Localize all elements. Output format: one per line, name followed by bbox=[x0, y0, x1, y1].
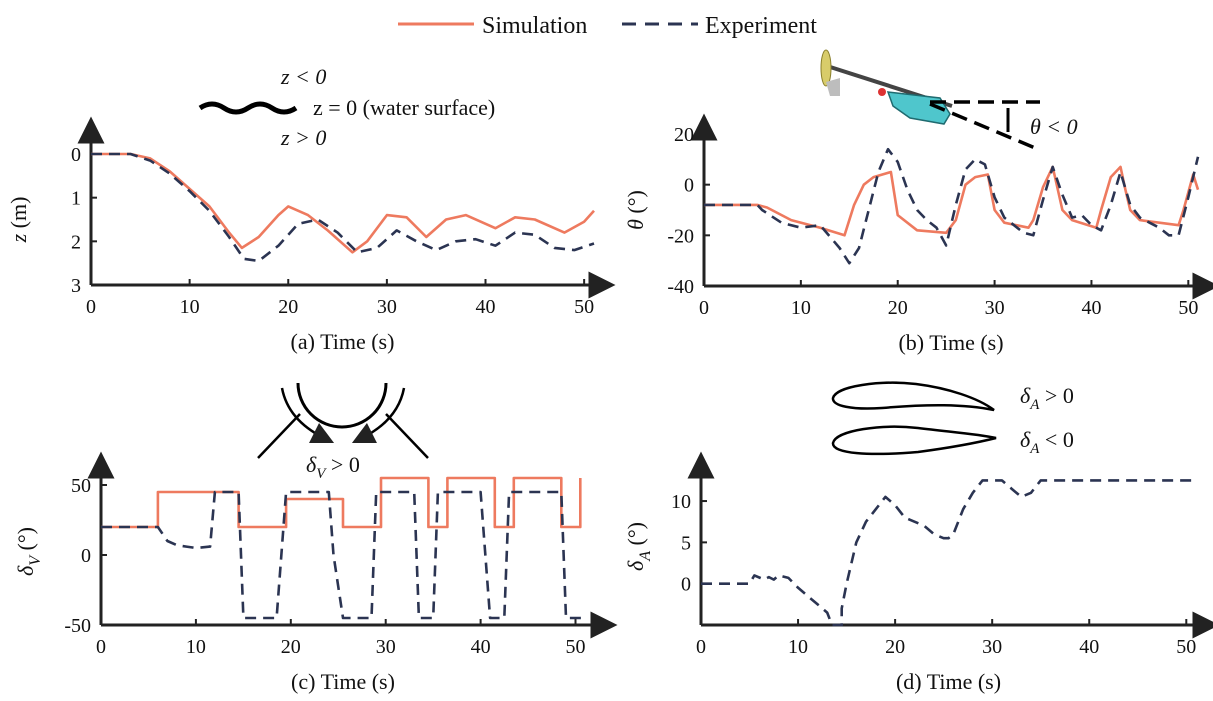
y-tick-label: -50 bbox=[64, 615, 91, 637]
x-tick-label: 50 bbox=[566, 636, 586, 658]
x-tick-label: 50 bbox=[1176, 636, 1196, 658]
delta-a-negative-label: δA < 0 bbox=[1020, 427, 1074, 457]
airfoil-negative-icon bbox=[831, 425, 997, 456]
x-axis-title: (c) Time (s) bbox=[291, 669, 395, 694]
vehicle-icon bbox=[820, 49, 953, 125]
x-tick-label: 0 bbox=[86, 296, 96, 318]
x-tick-label: 40 bbox=[471, 636, 491, 658]
x-tick-label: 30 bbox=[985, 297, 1005, 319]
x-tick-label: 20 bbox=[888, 297, 908, 319]
water-surface-wave-icon bbox=[198, 101, 298, 115]
x-axis-title: (a) Time (s) bbox=[291, 329, 395, 354]
y-axis-title: z (m) bbox=[6, 197, 31, 244]
y-tick-label: 10 bbox=[671, 491, 691, 513]
y-tick-label: 20 bbox=[674, 124, 694, 146]
x-tick-label: 10 bbox=[186, 636, 206, 658]
x-tick-label: 20 bbox=[281, 636, 301, 658]
delta-a-positive-label: δA > 0 bbox=[1020, 383, 1074, 413]
x-tick-label: 0 bbox=[696, 636, 706, 658]
y-tick-label: 0 bbox=[81, 545, 91, 567]
x-tick-label: 50 bbox=[574, 296, 594, 318]
x-tick-label: 10 bbox=[791, 297, 811, 319]
x-tick-label: 0 bbox=[96, 636, 106, 658]
x-axis-title: (d) Time (s) bbox=[896, 669, 1001, 694]
x-tick-label: 40 bbox=[1079, 636, 1099, 658]
legend: Simulation Experiment bbox=[398, 13, 817, 39]
experiment-series-line bbox=[101, 490, 585, 620]
legend-experiment-label: Experiment bbox=[705, 13, 817, 39]
x-tick-label: 30 bbox=[982, 636, 1002, 658]
right-rudder-line bbox=[385, 413, 429, 459]
y-tick-label: 3 bbox=[71, 275, 81, 297]
y-axis-title: δA (°) bbox=[623, 522, 654, 571]
rudder-annotation: δV > 0 bbox=[257, 382, 429, 482]
x-tick-label: 50 bbox=[1178, 297, 1198, 319]
x-tick-label: 40 bbox=[476, 296, 496, 318]
y-axis-title: θ (°) bbox=[623, 190, 648, 230]
x-tick-label: 0 bbox=[699, 297, 709, 319]
y-tick-label: 50 bbox=[71, 475, 91, 497]
z-equals-zero-label: z = 0 (water surface) bbox=[313, 95, 495, 120]
z-greater-than-zero-label: z > 0 bbox=[280, 125, 326, 150]
airfoil-positive-icon bbox=[831, 381, 995, 412]
x-tick-label: 40 bbox=[1081, 297, 1101, 319]
y-tick-label: -40 bbox=[667, 276, 694, 298]
z-less-than-zero-label: z < 0 bbox=[280, 64, 326, 89]
vehicle-pitch-annotation: θ < 0 bbox=[820, 49, 1078, 152]
simulation-series-line bbox=[91, 152, 595, 254]
left-fin-arc-icon bbox=[280, 387, 335, 444]
x-tick-label: 20 bbox=[278, 296, 298, 318]
x-axis-title: (b) Time (s) bbox=[898, 330, 1003, 355]
water-surface-annotation: z < 0 z = 0 (water surface) z > 0 bbox=[198, 64, 495, 150]
pitch-body-line bbox=[929, 102, 1041, 152]
y-tick-label: 0 bbox=[681, 574, 691, 596]
left-rudder-line bbox=[257, 413, 301, 459]
legend-simulation-label: Simulation bbox=[482, 13, 587, 39]
theta-negative-label: θ < 0 bbox=[1030, 114, 1078, 139]
x-tick-label: 10 bbox=[180, 296, 200, 318]
y-tick-label: 5 bbox=[681, 532, 691, 554]
aileron-annotation: δA > 0 δA < 0 bbox=[831, 381, 1074, 457]
y-tick-label: 1 bbox=[71, 188, 81, 210]
experiment-series-line bbox=[704, 147, 1200, 265]
delta-v-positive-label: δV > 0 bbox=[306, 452, 360, 482]
x-tick-label: 10 bbox=[788, 636, 808, 658]
chart-panel-a: 0 10 20 30 40 50 0 1 2 3 (a) Time (s) z (m) bbox=[6, 116, 616, 354]
chart-panel-b: 0 10 20 30 40 50 -40 -20 0 20 (b) Time (s) θ (°) bbox=[623, 113, 1213, 355]
experiment-series-line bbox=[701, 479, 1196, 627]
y-tick-label: 2 bbox=[71, 231, 81, 253]
y-tick-label: -20 bbox=[667, 225, 694, 247]
experiment-series-line bbox=[91, 152, 595, 263]
x-tick-label: 20 bbox=[885, 636, 905, 658]
y-axis-title: δV (°) bbox=[13, 527, 44, 576]
chart-panel-d: 0 10 20 30 40 50 0 5 10 (d) Time (s) δA (°) bbox=[623, 451, 1213, 694]
hull-arc-icon bbox=[296, 382, 388, 429]
x-tick-label: 30 bbox=[377, 296, 397, 318]
simulation-series-line bbox=[704, 165, 1200, 237]
x-tick-label: 30 bbox=[376, 636, 396, 658]
y-tick-label: 0 bbox=[71, 144, 81, 166]
right-fin-arc-icon bbox=[351, 387, 406, 444]
y-tick-label: 0 bbox=[684, 175, 694, 197]
